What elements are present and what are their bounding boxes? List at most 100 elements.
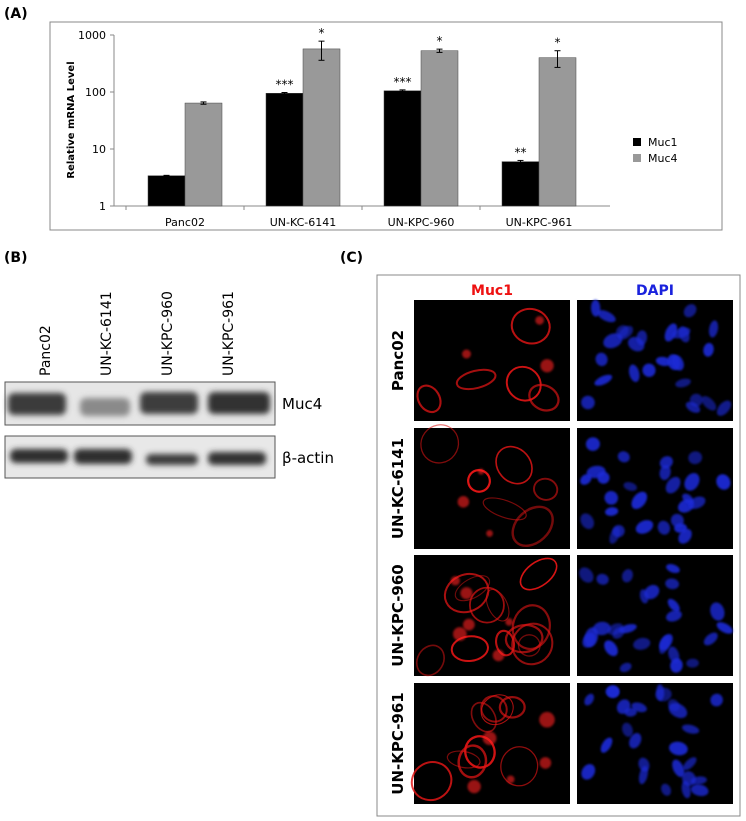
nucleus (604, 640, 618, 657)
blot-row-label: Muc4 (282, 395, 322, 413)
nucleus (668, 703, 688, 719)
nucleus (682, 771, 696, 787)
nucleus (642, 363, 656, 377)
nucleus (703, 632, 718, 646)
nucleus (708, 320, 719, 338)
significance-label: * (555, 36, 561, 50)
cell-outline (500, 746, 539, 787)
micrograph-content (580, 437, 731, 544)
blot-band (146, 454, 198, 465)
cell-outline (455, 368, 497, 391)
lane-label: Panc02 (38, 325, 54, 376)
nucleus (580, 473, 592, 485)
nucleus (670, 658, 683, 673)
nucleus (644, 584, 660, 600)
cell-signal (450, 576, 460, 586)
nucleus (703, 342, 714, 357)
nucleus (666, 563, 680, 574)
y-axis-label: Relative mRNA Level (66, 61, 77, 178)
cell-outline (504, 623, 544, 654)
micrograph (577, 683, 733, 804)
blot-band (140, 392, 198, 414)
nucleus (669, 741, 688, 756)
panel-label: (B) (4, 250, 27, 266)
lane-label: UN-KPC-961 (221, 291, 237, 376)
cell-outline (519, 557, 558, 591)
nucleus (621, 569, 633, 583)
nucleus (716, 400, 732, 416)
bar (184, 102, 223, 207)
nucleus (585, 437, 600, 451)
micrograph (577, 555, 733, 676)
nucleus (661, 783, 672, 796)
nucleus (628, 364, 640, 383)
cell-signal (539, 711, 555, 728)
micrograph-content (579, 563, 733, 673)
micrograph (577, 428, 733, 549)
cell-outline (485, 588, 510, 622)
nucleus (596, 573, 609, 585)
nucleus (616, 699, 631, 714)
cell-signal (539, 757, 552, 769)
nucleus (604, 490, 619, 505)
legend-label: Muc1 (648, 136, 678, 149)
blot-band (10, 449, 68, 463)
cell-signal (506, 775, 515, 784)
cell-outline (464, 735, 496, 769)
cell-outline (505, 365, 542, 402)
blot-bands (8, 392, 270, 416)
bar (501, 161, 540, 207)
bar (538, 57, 577, 207)
nucleus (686, 658, 699, 668)
nucleus (597, 471, 610, 484)
nucleus (690, 784, 709, 797)
nucleus (590, 299, 601, 317)
cell-outline (482, 497, 527, 521)
cell-signal (486, 530, 493, 537)
nucleus (710, 693, 723, 707)
nucleus (670, 513, 684, 528)
micrograph-content (415, 557, 558, 677)
bar (147, 175, 186, 207)
cell-signal (462, 618, 475, 631)
cell-signal (540, 359, 554, 373)
blot-row-label: β-actin (282, 449, 334, 467)
nucleus (636, 330, 648, 346)
panel-label: (A) (4, 6, 28, 22)
nucleus (579, 567, 594, 583)
cell-signal (462, 349, 471, 359)
row-label: Panc02 (389, 330, 407, 391)
cell-signal (492, 649, 505, 662)
cell-outline (511, 505, 554, 548)
row-label: UN-KPC-960 (389, 564, 407, 666)
nucleus (622, 722, 633, 737)
cell-outline (480, 694, 514, 726)
cell-signal (452, 627, 467, 641)
blot-band (208, 392, 270, 414)
cell-outline (498, 695, 526, 719)
lane-label: UN-KC-6141 (99, 291, 115, 376)
nucleus (710, 602, 725, 621)
lane-label: UN-KPC-960 (160, 291, 176, 376)
y-tick-label: 1000 (78, 29, 106, 42)
x-tick-label: UN-KC-6141 (270, 216, 337, 229)
nucleus (684, 472, 700, 491)
chart-frame (49, 21, 723, 231)
nucleus (606, 685, 620, 698)
nucleus (619, 662, 632, 673)
cell-outline (511, 622, 554, 666)
nucleus (659, 464, 671, 481)
cell-signal (478, 468, 485, 475)
row-label: UN-KPC-961 (389, 692, 407, 794)
nucleus (716, 474, 731, 490)
nucleus (581, 395, 595, 410)
micrograph (414, 428, 570, 549)
cell-outline (410, 761, 453, 802)
nucleus (580, 513, 595, 530)
cell-outline (494, 629, 516, 657)
x-tick-label: UN-KPC-960 (388, 216, 455, 229)
nucleus (659, 456, 673, 469)
bar (302, 48, 341, 207)
